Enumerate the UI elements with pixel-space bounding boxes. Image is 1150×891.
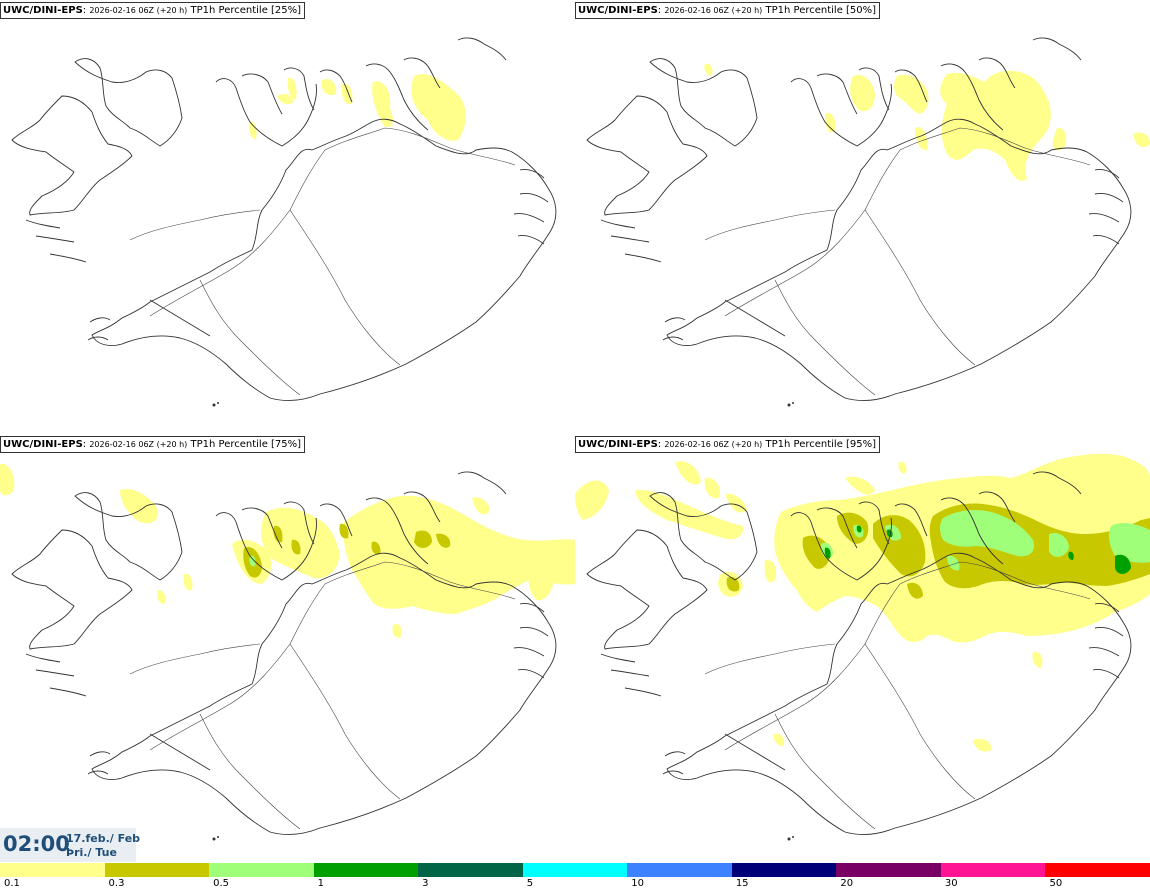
valid-time-box: 02:00 17.feb./ Feb Þri./ Tue	[0, 828, 140, 862]
model-name: UWC/DINI-EPS	[3, 5, 83, 16]
panel-title: UWC/DINI-EPS: 2026-02-16 06Z (+20 h) TP1…	[0, 2, 306, 19]
map-panel-p25: UWC/DINI-EPS: 2026-02-16 06Z (+20 h) TP1…	[0, 0, 575, 430]
valid-time: 02:00	[3, 832, 70, 856]
colorbar-label: 3	[422, 878, 429, 889]
precip-green	[824, 525, 1131, 574]
field-name: TP1h Percentile [75%]	[190, 439, 302, 450]
colorbar-label: 10	[631, 878, 644, 889]
model-name: UWC/DINI-EPS	[3, 439, 83, 450]
title-colon: :	[82, 439, 90, 450]
colorbar-segment	[313, 863, 419, 877]
run-time: 2026-02-16 06Z (+20 h)	[89, 440, 188, 449]
colorbar-label: 5	[526, 878, 534, 889]
colorbar-segment	[104, 863, 210, 877]
title-colon: :	[657, 439, 665, 450]
colorbar-label: 20	[840, 878, 854, 889]
colorbar-label: 1	[317, 878, 324, 889]
panel-title: UWC/DINI-EPS: 2026-02-16 06Z (+20 h) TP1…	[575, 2, 881, 19]
run-time: 2026-02-16 06Z (+20 h)	[664, 440, 763, 449]
colorbar-label: 15	[735, 878, 749, 889]
precip-olive	[243, 523, 451, 578]
colorbar-segment	[731, 863, 837, 877]
map-panel-p50: UWC/DINI-EPS: 2026-02-16 06Z (+20 h) TP1…	[575, 0, 1150, 430]
colorbar-segment	[940, 863, 1046, 877]
small-islands	[212, 836, 219, 841]
colorbar-label: 0.1	[4, 878, 20, 889]
panel-title: UWC/DINI-EPS: 2026-02-16 06Z (+20 h) TP1…	[575, 436, 881, 453]
roads	[704, 561, 1091, 830]
colorbar-label: 0.3	[108, 878, 125, 889]
colorbar-segment	[522, 863, 628, 877]
colorbar-segment	[209, 863, 314, 877]
model-name: UWC/DINI-EPS	[578, 439, 658, 450]
iceland-map	[575, 453, 1150, 841]
colorbar-label: 0.5	[213, 878, 229, 889]
precip-shading	[249, 73, 466, 141]
model-name: UWC/DINI-EPS	[578, 5, 658, 16]
colorbar-labels: 0.1 0.3 0.5 1 3 5 10 15 20 30 50	[0, 877, 1150, 891]
map-panel-p95: UWC/DINI-EPS: 2026-02-16 06Z (+20 h) TP1…	[575, 434, 1150, 864]
colorbar-segment	[627, 863, 732, 877]
coastline	[586, 37, 1132, 402]
colorbar-segment	[836, 863, 941, 877]
iceland-map	[586, 37, 1150, 407]
colorbar-segment	[0, 863, 105, 877]
precip-lightgreen	[821, 510, 1150, 571]
small-islands	[787, 836, 794, 841]
coastline	[11, 37, 557, 402]
roads	[704, 127, 1091, 396]
colorbar-segment	[1045, 863, 1150, 877]
run-time: 2026-02-16 06Z (+20 h)	[89, 6, 188, 15]
precip-shading	[0, 463, 575, 638]
precip-colorbar	[0, 863, 1150, 877]
iceland-map	[0, 463, 575, 841]
map-panel-p75: UWC/DINI-EPS: 2026-02-16 06Z (+20 h) TP1…	[0, 434, 575, 864]
field-name: TP1h Percentile [95%]	[765, 439, 877, 450]
title-colon: :	[657, 5, 665, 16]
roads	[129, 127, 516, 396]
precip-lightgreen	[249, 555, 256, 567]
field-name: TP1h Percentile [25%]	[190, 5, 302, 16]
colorbar-segment	[418, 863, 523, 877]
run-time: 2026-02-16 06Z (+20 h)	[664, 6, 763, 15]
title-colon: :	[82, 5, 90, 16]
valid-date: 17.feb./ Feb	[66, 832, 141, 845]
precip-shading	[704, 63, 1150, 181]
roads	[129, 561, 516, 830]
small-islands	[787, 402, 794, 407]
valid-weekday: Þri./ Tue	[66, 846, 117, 859]
iceland-map	[11, 37, 557, 407]
colorbar-label: 50	[1049, 878, 1063, 889]
coastline	[586, 471, 1132, 836]
colorbar-label: 30	[944, 878, 958, 889]
small-islands	[212, 402, 219, 407]
panel-title: UWC/DINI-EPS: 2026-02-16 06Z (+20 h) TP1…	[0, 436, 306, 453]
field-name: TP1h Percentile [50%]	[765, 5, 877, 16]
coastline	[11, 471, 557, 836]
